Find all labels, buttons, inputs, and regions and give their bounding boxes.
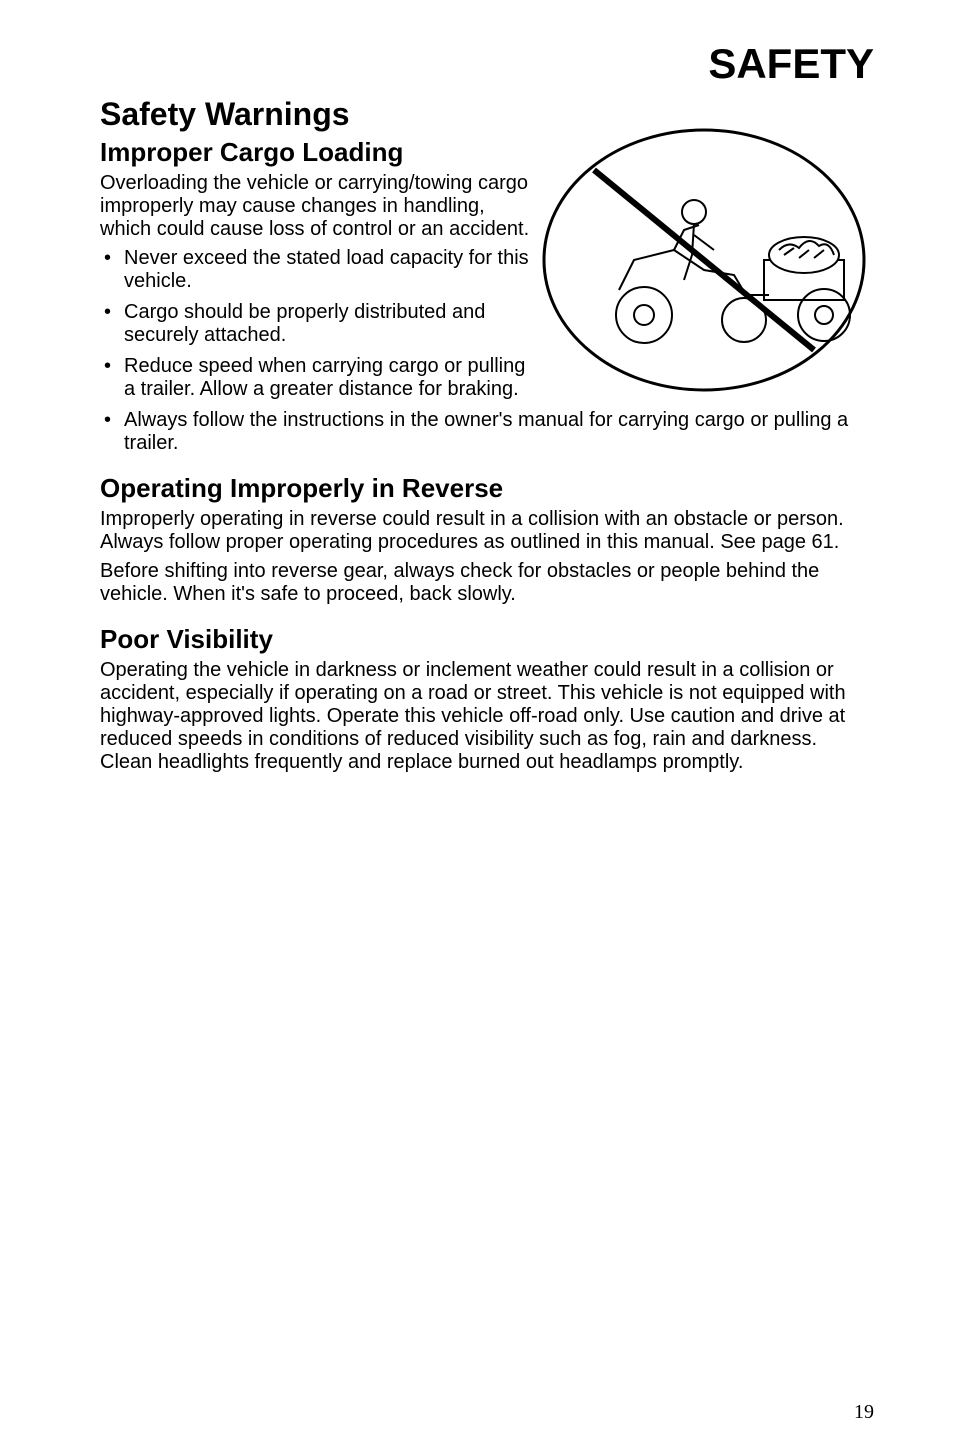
page-number: 19 xyxy=(854,1401,874,1424)
list-item: Always follow the instructions in the ow… xyxy=(100,409,874,455)
paragraph: Before shifting into reverse gear, alway… xyxy=(100,560,874,606)
list-item: Cargo should be properly distributed and… xyxy=(100,301,540,347)
paragraph: Operating the vehicle in darkness or inc… xyxy=(100,659,874,774)
subsection-heading-visibility: Poor Visibility xyxy=(100,624,874,655)
paragraph: Improperly operating in reverse could re… xyxy=(100,508,874,554)
intro-cargo: Overloading the vehicle or carrying/towi… xyxy=(100,172,540,241)
page-title: SAFETY xyxy=(100,40,874,88)
subsection-heading-reverse: Operating Improperly in Reverse xyxy=(100,473,874,504)
prohibited-cargo-overload-icon xyxy=(534,120,874,400)
list-item: Reduce speed when carrying cargo or pull… xyxy=(100,355,540,401)
list-item: Never exceed the stated load capacity fo… xyxy=(100,247,540,293)
